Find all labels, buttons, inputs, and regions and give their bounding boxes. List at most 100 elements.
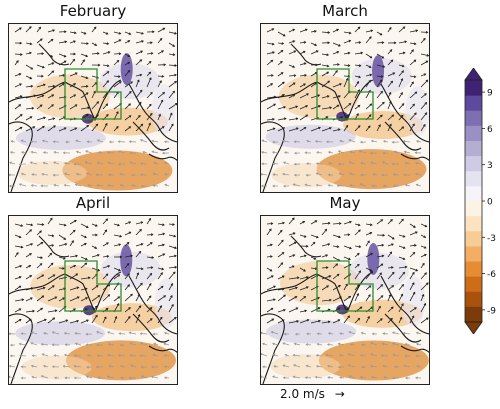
wind-arrow — [409, 49, 414, 55]
wind-arrow-head — [86, 353, 90, 357]
wind-arrow-head — [62, 267, 65, 270]
wind-arrow-head — [402, 271, 406, 275]
wind-arrow-head — [148, 282, 152, 286]
wind-arrow-head — [303, 127, 307, 130]
wind-arrow — [343, 296, 351, 302]
wind-arrow — [420, 263, 425, 269]
wind-arrow-head — [107, 331, 110, 334]
wind-arrow — [354, 229, 361, 236]
wind-arrow — [343, 256, 351, 260]
wind-arrow — [47, 70, 54, 77]
wind-arrow-head — [336, 51, 340, 54]
wind-arrow-head — [128, 221, 132, 224]
wind-arrow-head — [325, 266, 329, 269]
wind-arrow — [31, 376, 38, 379]
wind-arrow-head — [95, 314, 98, 318]
wind-arrow — [277, 230, 283, 236]
map — [260, 23, 430, 193]
wind-arrow-head — [51, 331, 55, 334]
wind-arrow — [293, 364, 301, 368]
wind-arrow-head — [29, 26, 32, 29]
wind-arrow-head — [393, 173, 396, 177]
wind-arrow-head — [127, 284, 130, 287]
wind-arrow-head — [62, 83, 65, 86]
wind-arrow-head — [106, 375, 110, 379]
wind-arrow-head — [19, 95, 23, 98]
wind-arrow-head — [424, 112, 428, 115]
wind-arrow — [168, 74, 177, 77]
wind-arrow-head — [149, 318, 153, 321]
wind-arrow-head — [159, 80, 162, 83]
wind-arrow-head — [75, 254, 78, 258]
wind-arrow — [332, 296, 342, 302]
wind-arrow-head — [360, 161, 363, 165]
wind-arrow-head — [283, 117, 287, 121]
wind-arrow — [316, 163, 323, 165]
wind-arrow-head — [345, 124, 349, 128]
wind-arrow — [47, 38, 54, 44]
wind-arrow — [277, 275, 285, 280]
wind-arrow-head — [117, 223, 120, 227]
wind-arrow — [124, 263, 130, 269]
wind-arrow — [383, 365, 389, 368]
wind-arrow — [124, 91, 132, 99]
shading-blob — [401, 276, 426, 327]
wind-arrow-head — [292, 375, 296, 379]
wind-arrow — [146, 218, 151, 225]
coastline — [148, 153, 177, 161]
wind-arrow-head — [117, 354, 121, 357]
wind-arrow-head — [302, 220, 306, 224]
wind-arrow-head — [382, 184, 386, 188]
wind-arrow-head — [106, 254, 110, 258]
wind-arrow-head — [107, 51, 111, 54]
wind-arrow — [157, 80, 162, 88]
wind-arrow-head — [130, 81, 133, 84]
wind-arrow-head — [401, 303, 404, 306]
wind-arrow-head — [87, 184, 91, 187]
wind-arrow — [299, 234, 307, 238]
wind-arrow — [398, 256, 405, 260]
wind-arrow — [135, 251, 141, 258]
wind-arrow-head — [96, 139, 100, 142]
wind-arrow-head — [339, 83, 342, 86]
wind-arrow-head — [162, 27, 166, 31]
wind-arrow-head — [129, 90, 132, 94]
wind-arrow-head — [107, 294, 111, 297]
wind-arrow-head — [370, 353, 373, 356]
wind-arrow — [69, 240, 74, 247]
wind-arrow — [135, 74, 142, 77]
wind-arrow-head — [150, 41, 153, 45]
wind-arrow — [299, 221, 305, 225]
wind-arrow — [113, 75, 121, 78]
wind-arrow-head — [329, 298, 332, 302]
wind-arrow-head — [292, 183, 296, 187]
wind-arrow-head — [53, 183, 57, 187]
wind-arrow — [376, 124, 381, 132]
wind-arrow — [113, 31, 121, 35]
wind-arrow-head — [103, 316, 107, 320]
wind-arrow-head — [128, 376, 132, 380]
wind-arrow — [146, 104, 152, 110]
wind-arrow-head — [174, 80, 177, 84]
wind-arrow-head — [119, 184, 123, 187]
wind-arrow-head — [327, 184, 331, 187]
wind-arrow-head — [162, 223, 165, 227]
wind-arrow-head — [105, 307, 109, 311]
wind-arrow — [299, 74, 307, 77]
wind-arrow-head — [138, 305, 142, 308]
wind-arrow-head — [283, 308, 286, 312]
wind-arrow-head — [349, 150, 353, 154]
wind-arrow — [69, 296, 80, 302]
wind-arrow — [310, 234, 319, 238]
wind-arrow — [146, 61, 152, 66]
wind-arrow — [266, 118, 275, 121]
wind-arrow-head — [174, 316, 177, 320]
wind-arrow — [310, 42, 317, 46]
wind-arrow-head — [96, 343, 99, 347]
wind-arrow-head — [337, 342, 341, 346]
wind-arrow-head — [161, 126, 165, 129]
wind-arrow — [299, 296, 306, 302]
colorbar-segment — [465, 216, 482, 232]
wind-arrow-head — [402, 51, 406, 55]
wind-arrow — [277, 72, 284, 77]
